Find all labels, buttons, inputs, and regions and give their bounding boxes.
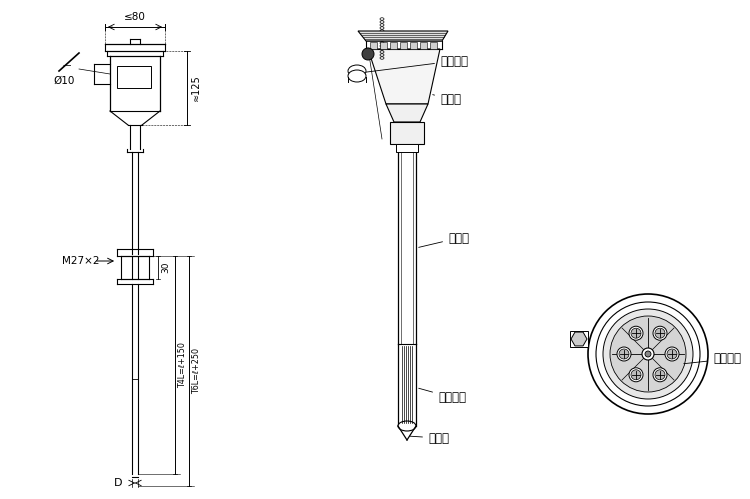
- Circle shape: [629, 368, 643, 382]
- Bar: [420, 42, 427, 49]
- Text: T6L=ℓ+250: T6L=ℓ+250: [192, 348, 201, 394]
- Text: ≤80: ≤80: [124, 12, 146, 22]
- Text: 30: 30: [161, 262, 170, 273]
- Circle shape: [653, 368, 667, 382]
- Circle shape: [653, 326, 667, 340]
- Polygon shape: [571, 332, 587, 346]
- Text: Ø10: Ø10: [53, 76, 74, 86]
- Circle shape: [603, 309, 693, 399]
- Bar: [370, 42, 377, 49]
- Polygon shape: [358, 31, 448, 41]
- Ellipse shape: [348, 65, 366, 77]
- Text: 测量端: 测量端: [410, 432, 449, 445]
- Bar: [390, 122, 424, 144]
- Circle shape: [362, 48, 374, 60]
- Text: D: D: [113, 478, 122, 488]
- Text: T4L=ℓ+150: T4L=ℓ+150: [178, 342, 187, 388]
- Circle shape: [617, 347, 631, 361]
- Ellipse shape: [348, 70, 366, 82]
- Bar: [396, 144, 418, 152]
- Circle shape: [610, 316, 686, 392]
- Bar: [570, 331, 588, 347]
- Bar: [430, 42, 437, 49]
- Text: 电气出口: 电气出口: [362, 54, 468, 73]
- Bar: [380, 42, 387, 49]
- Circle shape: [655, 328, 665, 338]
- Ellipse shape: [398, 421, 416, 431]
- Bar: [410, 42, 417, 49]
- Text: 接线端子: 接线端子: [684, 352, 741, 365]
- Text: 绶缘套管: 绶缘套管: [419, 388, 466, 404]
- Circle shape: [588, 294, 708, 414]
- Text: M27×2: M27×2: [62, 256, 100, 266]
- Circle shape: [655, 370, 665, 380]
- Polygon shape: [368, 49, 440, 104]
- Circle shape: [631, 370, 641, 380]
- Text: ≈125: ≈125: [191, 75, 201, 101]
- Text: 接线盒: 接线盒: [433, 92, 461, 105]
- Circle shape: [642, 348, 654, 360]
- Circle shape: [645, 351, 651, 357]
- Circle shape: [631, 328, 641, 338]
- Circle shape: [667, 349, 677, 359]
- Circle shape: [665, 347, 679, 361]
- Bar: [400, 42, 407, 49]
- Circle shape: [619, 349, 629, 359]
- Text: —: —: [63, 61, 71, 70]
- Circle shape: [629, 326, 643, 340]
- Bar: [390, 42, 397, 49]
- Polygon shape: [386, 104, 428, 122]
- Text: 保护管: 保护管: [419, 232, 469, 248]
- Bar: [117, 66, 151, 88]
